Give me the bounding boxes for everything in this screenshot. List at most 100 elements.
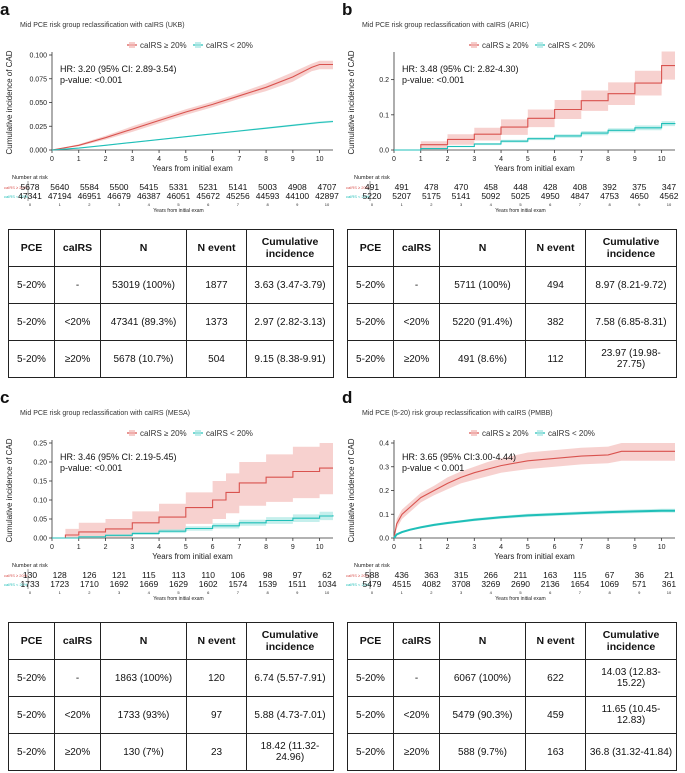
table-header-cell: caIRS (393, 229, 440, 267)
table-cell: 382 (525, 303, 586, 341)
risk-row-label-high: caIRS ≥ 20% (4, 185, 28, 190)
x-tick-label: 4 (499, 544, 503, 551)
table-row: 5-20% ≥20% 5678 (10.7%) 504 9.15 (8.38-9.91) (8, 340, 334, 378)
risk-table-title: Number at risk (12, 563, 48, 569)
table-cell: 5.88 (4.73-7.01) (246, 696, 334, 734)
risk-count-low: 47341 (18, 191, 42, 201)
x-tick-label: 0 (392, 544, 396, 551)
panel-letter: c (0, 388, 10, 407)
table-cell: 5-20% (8, 303, 55, 341)
y-axis-label: Cumulative incidence of CAD (5, 50, 14, 154)
risk-count-low: 1602 (199, 579, 218, 589)
risk-x-tick-label: 9 (296, 202, 299, 207)
risk-count-low: 4562 (660, 191, 679, 201)
table-cell: 23.97 (19.98-27.75) (585, 340, 677, 378)
x-axis-label: Years from initial exam (494, 164, 575, 173)
risk-x-tick-label: 0 (371, 590, 374, 595)
results-table: PCE caIRS N N event Cumulative incidence 5-20… (8, 622, 334, 771)
risk-count-high: 62 (322, 570, 332, 580)
risk-count-high: 478 (424, 182, 438, 192)
panel-letter: a (0, 0, 10, 19)
table-cell: 8.97 (8.21-9.72) (585, 266, 677, 304)
risk-count-high: 428 (543, 182, 557, 192)
risk-x-tick-label: 1 (59, 202, 62, 207)
legend-swatch-high-band (471, 42, 477, 48)
x-tick-label: 5 (184, 156, 188, 163)
risk-row-label-high: caIRS ≥ 20% (346, 185, 370, 190)
table-cell: 5479 (90.3%) (439, 696, 526, 734)
x-tick-label: 2 (446, 156, 450, 163)
x-tick-label: 6 (553, 544, 557, 551)
table-row: 5-20% ≥20% 491 (8.6%) 112 23.97 (19.98-27.75… (347, 340, 677, 378)
risk-x-tick-label: 6 (207, 590, 210, 595)
y-tick-label: 0.1 (379, 512, 389, 519)
x-tick-label: 5 (526, 156, 530, 163)
table-cell: 5-20% (347, 340, 394, 378)
risk-count-low: 5207 (392, 191, 411, 201)
risk-x-tick-label: 6 (207, 202, 210, 207)
x-tick-label: 2 (446, 544, 450, 551)
table-cell: 5-20% (347, 696, 394, 734)
table-cell: 163 (525, 733, 586, 771)
risk-count-high: 458 (484, 182, 498, 192)
table-cell: 9.15 (8.38-9.91) (246, 340, 334, 378)
km-plot: Mid PCE risk group reclassification with… (4, 410, 337, 602)
risk-count-low: 46679 (107, 191, 131, 201)
results-table: PCE caIRS N N event Cumulative incidence 5-20… (347, 622, 677, 771)
x-tick-label: 10 (316, 156, 324, 163)
risk-row-label-high: caIRS ≥ 20% (346, 573, 370, 578)
table-row: 5-20% <20% 5220 (91.4%) 382 7.58 (6.85-8.31) (347, 303, 677, 341)
y-tick-label: 0.00 (33, 536, 47, 543)
risk-count-low: 47194 (48, 191, 72, 201)
table-cell: ≥20% (393, 733, 440, 771)
series-line-high (394, 65, 675, 151)
risk-x-tick-label: 5 (519, 202, 522, 207)
risk-x-tick-label: 0 (371, 202, 374, 207)
y-tick-label: 0.000 (29, 148, 47, 155)
risk-count-high: 211 (514, 570, 528, 580)
p-value-text: p-value < 0.001 (402, 463, 464, 473)
table-row: 5-20% -6067 (100%) 622 14.03 (12.83-15.22) (347, 659, 677, 697)
table-cell: 7.58 (6.85-8.31) (585, 303, 677, 341)
y-tick-label: 0.25 (33, 441, 47, 448)
ci-band-high (394, 443, 675, 538)
risk-count-low: 1511 (288, 579, 307, 589)
y-tick-label: 0.025 (29, 124, 47, 131)
risk-count-low: 4082 (422, 579, 441, 589)
table-cell: 5-20% (347, 659, 394, 697)
table-cell: <20% (54, 696, 101, 734)
x-tick-label: 3 (130, 544, 134, 551)
risk-count-low: 1669 (139, 579, 158, 589)
risk-count-low: 4950 (541, 191, 560, 201)
risk-count-low: 46387 (137, 191, 161, 201)
risk-x-tick-label: 7 (237, 202, 240, 207)
risk-count-high: 106 (231, 570, 245, 580)
table-cell: ≥20% (54, 733, 101, 771)
legend-swatch-low-band (537, 430, 543, 436)
table-cell: 5-20% (347, 733, 394, 771)
y-tick-label: 0.2 (379, 488, 389, 495)
table-row: 5-20% ≥20% 588 (9.7%) 163 36.8 (31.32-41.84) (347, 733, 677, 771)
table-cell: ≥20% (54, 340, 101, 378)
risk-row-label-low: caIRS < 20% (4, 582, 28, 587)
risk-x-axis-label: Years from initial exam (153, 596, 203, 602)
panel-a: a Mid PCE risk group reclassification wi… (0, 0, 339, 385)
ci-band-high (52, 443, 333, 538)
y-tick-label: 0.3 (379, 464, 389, 471)
risk-count-low: 1654 (570, 579, 589, 589)
table-cell: - (54, 659, 101, 697)
legend-label-low: caIRS < 20% (548, 41, 595, 50)
risk-count-low: 571 (632, 579, 646, 589)
x-tick-label: 3 (472, 156, 476, 163)
risk-count-low: 1574 (228, 579, 247, 589)
risk-x-tick-label: 2 (430, 202, 433, 207)
risk-count-high: 4908 (288, 182, 307, 192)
risk-count-low: 2136 (541, 579, 560, 589)
table-cell: - (393, 659, 440, 697)
x-tick-label: 10 (316, 544, 324, 551)
risk-x-tick-label: 4 (490, 590, 493, 595)
risk-count-low: 5479 (363, 579, 382, 589)
risk-x-tick-label: 7 (579, 202, 582, 207)
risk-count-low: 46951 (78, 191, 102, 201)
risk-x-tick-label: 10 (667, 590, 672, 595)
